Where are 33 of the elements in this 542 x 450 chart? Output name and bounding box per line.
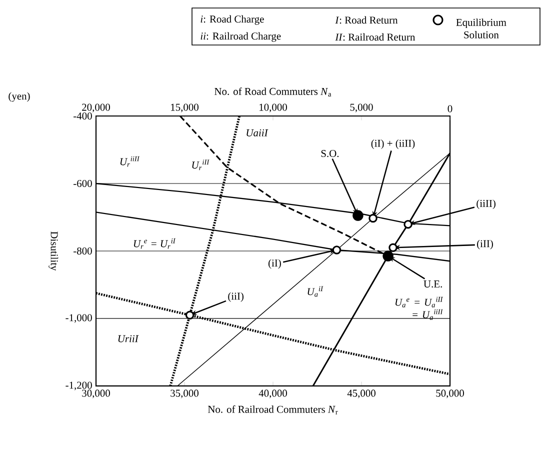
x2-tick-label: 0 [448, 105, 452, 112]
x2-tick-label: 10,000 [260, 104, 287, 112]
annotation: (iII) [477, 240, 493, 250]
x2-tick-label: 20,000 [82, 104, 110, 112]
text: ii: Railroad Charge [200, 32, 281, 42]
y-tick-label: -800 [74, 247, 92, 255]
x2-tick-label: 15,000 [171, 104, 198, 112]
x-tick-label: 40,000 [258, 390, 287, 398]
x-tick-label: 50,000 [436, 390, 464, 398]
annotation: (iI) + (iiII) [371, 140, 415, 149]
x2-tick-label: 5,000 [350, 104, 373, 112]
y-tick-label: -600 [74, 180, 92, 188]
annotation: (iiII) [476, 200, 496, 210]
text: (yen) [8, 92, 30, 102]
text: UriiI [118, 335, 139, 342]
y-tick-label: -1,000 [66, 314, 92, 323]
legend-label: Equilibrium Solution [456, 18, 506, 38]
annotation: S.O. [321, 150, 339, 158]
y-axis-title: Disutility [48, 232, 58, 271]
text: i: Road Charge [200, 15, 264, 25]
x-tick-label: 45,000 [347, 390, 376, 398]
annotation: (iI) [268, 259, 281, 269]
y-tick-label: -1,200 [66, 382, 92, 390]
x2-axis-title: No. of Road Commuters N$_{a}$ [214, 87, 332, 97]
x-tick-label: 35,000 [170, 390, 198, 398]
x-axis-title: No. of Railroad Commuters N$_{r}$ [208, 405, 338, 414]
y-tick-label: -400 [74, 112, 92, 120]
annotation: U.E. [424, 280, 442, 288]
series-label: UaiiI [246, 129, 268, 136]
annotation: (iiI) [228, 292, 244, 302]
text: II: Railroad Return [335, 33, 416, 41]
text: I: Road Return [335, 16, 398, 24]
x-tick-label: 30,000 [82, 390, 110, 398]
